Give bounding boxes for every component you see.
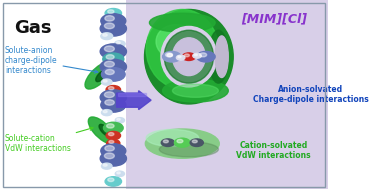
Circle shape xyxy=(106,131,121,140)
Circle shape xyxy=(184,54,189,57)
Ellipse shape xyxy=(146,129,219,158)
Circle shape xyxy=(182,53,195,60)
Circle shape xyxy=(163,140,169,143)
Circle shape xyxy=(167,54,172,57)
Circle shape xyxy=(104,61,114,67)
Circle shape xyxy=(115,118,124,123)
Circle shape xyxy=(108,178,114,182)
Ellipse shape xyxy=(149,13,215,32)
Circle shape xyxy=(117,172,120,174)
Text: Solute-cation
VdW interactions: Solute-cation VdW interactions xyxy=(5,127,93,153)
Text: Anion-solvated
Charge-dipole interactions: Anion-solvated Charge-dipole interaction… xyxy=(253,85,369,105)
Circle shape xyxy=(103,80,107,82)
Circle shape xyxy=(190,139,203,146)
Ellipse shape xyxy=(85,62,112,89)
Ellipse shape xyxy=(161,26,217,87)
Text: Gas: Gas xyxy=(14,19,52,37)
Circle shape xyxy=(193,53,201,58)
Circle shape xyxy=(106,55,114,59)
Circle shape xyxy=(194,54,198,56)
Circle shape xyxy=(101,98,126,112)
Circle shape xyxy=(115,171,124,177)
Text: [MIM][Cl]: [MIM][Cl] xyxy=(241,12,307,25)
Ellipse shape xyxy=(88,117,115,144)
Circle shape xyxy=(109,87,114,90)
Circle shape xyxy=(104,46,114,52)
Circle shape xyxy=(100,44,126,59)
Ellipse shape xyxy=(96,70,108,82)
Circle shape xyxy=(108,10,114,13)
Text: Solute-anion
charge-dipole
interactions: Solute-anion charge-dipole interactions xyxy=(5,46,98,75)
Circle shape xyxy=(107,139,120,147)
FancyArrow shape xyxy=(116,91,151,110)
Circle shape xyxy=(105,9,121,18)
Ellipse shape xyxy=(159,142,218,157)
Circle shape xyxy=(100,90,126,105)
Circle shape xyxy=(103,164,107,166)
Circle shape xyxy=(100,21,126,36)
Ellipse shape xyxy=(162,79,228,102)
Ellipse shape xyxy=(215,36,228,77)
Circle shape xyxy=(200,53,207,57)
Circle shape xyxy=(107,124,114,128)
Circle shape xyxy=(101,144,126,158)
Ellipse shape xyxy=(208,30,228,83)
Circle shape xyxy=(177,139,183,143)
Circle shape xyxy=(176,55,185,60)
Circle shape xyxy=(101,14,126,28)
Circle shape xyxy=(106,86,121,94)
Circle shape xyxy=(101,68,125,81)
Circle shape xyxy=(161,139,175,146)
Circle shape xyxy=(101,163,112,169)
Circle shape xyxy=(115,41,125,47)
Circle shape xyxy=(178,56,181,58)
Ellipse shape xyxy=(156,25,195,59)
Circle shape xyxy=(105,146,114,151)
Circle shape xyxy=(104,92,114,98)
FancyBboxPatch shape xyxy=(126,0,328,189)
Circle shape xyxy=(101,79,112,85)
Circle shape xyxy=(109,132,114,136)
Ellipse shape xyxy=(146,129,199,146)
Circle shape xyxy=(101,33,113,40)
Text: Cation-solvated
VdW interactions: Cation-solvated VdW interactions xyxy=(236,141,311,160)
Circle shape xyxy=(101,110,112,116)
Circle shape xyxy=(104,23,114,29)
Ellipse shape xyxy=(164,30,213,83)
Ellipse shape xyxy=(146,9,218,89)
Circle shape xyxy=(105,177,121,186)
Ellipse shape xyxy=(172,84,218,97)
Circle shape xyxy=(166,53,173,57)
Ellipse shape xyxy=(99,124,111,136)
Circle shape xyxy=(116,42,120,44)
Circle shape xyxy=(192,140,197,143)
FancyBboxPatch shape xyxy=(0,0,126,189)
Circle shape xyxy=(104,153,114,159)
Circle shape xyxy=(197,51,215,62)
Circle shape xyxy=(105,16,114,21)
Circle shape xyxy=(103,34,107,36)
Circle shape xyxy=(117,118,120,120)
Circle shape xyxy=(100,151,126,166)
Circle shape xyxy=(105,69,114,75)
Ellipse shape xyxy=(172,38,205,76)
Ellipse shape xyxy=(144,9,233,104)
Circle shape xyxy=(109,140,114,143)
FancyArrow shape xyxy=(118,93,146,96)
Circle shape xyxy=(105,100,114,105)
Circle shape xyxy=(103,110,107,113)
Circle shape xyxy=(103,53,124,65)
Circle shape xyxy=(103,122,123,134)
Circle shape xyxy=(162,51,181,62)
Circle shape xyxy=(100,59,126,74)
Circle shape xyxy=(175,138,190,147)
